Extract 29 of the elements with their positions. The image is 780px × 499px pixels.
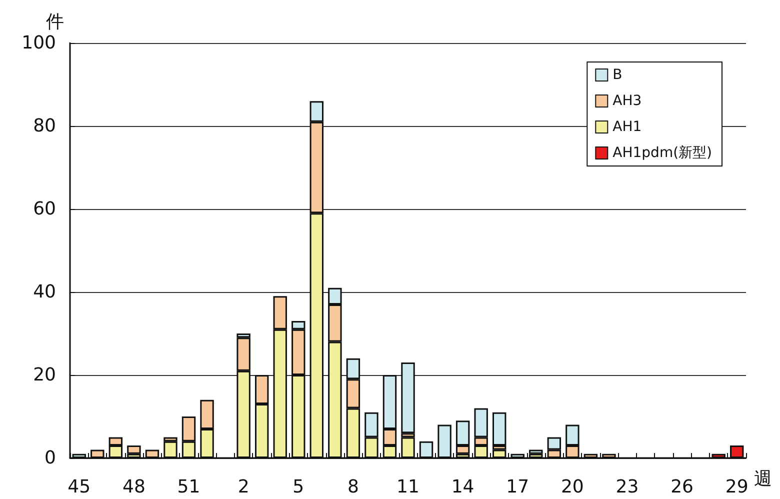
x-tick-label: 17 [506,476,530,498]
x-tick-label: 48 [122,476,146,498]
x-tick-label: 26 [670,476,694,498]
y-axis-title: 件 [46,12,64,32]
legend-label: AH1pdm(新型) [612,145,712,161]
y-tick-label: 60 [33,198,56,220]
x-tick-label: 45 [68,476,91,498]
bar [492,412,506,446]
y-tick-label: 0 [44,448,56,468]
bar [127,446,141,454]
x-axis-title: 週 [754,468,772,490]
x-tick-label: 51 [177,476,200,498]
x-tick-label: 23 [616,476,639,498]
legend-label: B [612,67,622,83]
x-tick-label: 20 [560,476,584,498]
legend-label: AH3 [612,93,642,109]
bar [529,450,543,454]
legend-label: AH1 [612,119,642,135]
y-tick-label: 80 [33,116,56,136]
bar [401,362,415,434]
x-tick-label: 29 [725,476,748,498]
x-tick-label: 8 [347,476,359,498]
x-tick-label: 5 [292,476,304,498]
y-tick-label: 100 [22,32,56,54]
x-tick-label: 14 [451,476,474,498]
y-tick-label: 40 [33,282,56,302]
x-tick-label: 2 [238,476,250,498]
x-tick-label: 11 [396,476,420,498]
y-tick-label: 20 [33,364,56,386]
